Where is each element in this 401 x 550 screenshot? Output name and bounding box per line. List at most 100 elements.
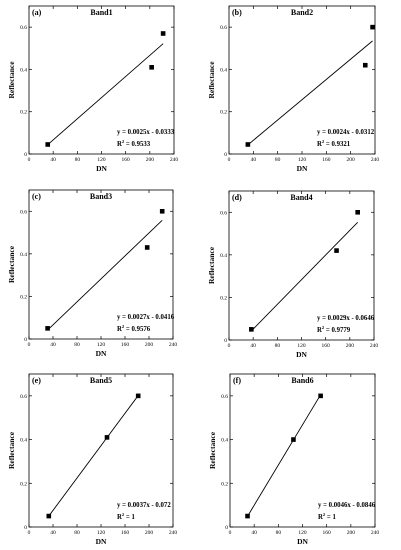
data-point [45, 326, 50, 331]
x-tick-label: 240 [370, 343, 379, 349]
y-tick-label: 0 [24, 337, 27, 343]
r-squared-superscript: 2 [122, 324, 125, 329]
y-tick-label: 0.4 [20, 67, 27, 73]
y-tick-label: 0 [224, 152, 227, 158]
data-point [46, 513, 52, 519]
x-tick-label: 0 [28, 530, 31, 536]
r-squared-value: = 0.9533 [124, 141, 151, 148]
x-tick-label: 80 [275, 157, 281, 163]
data-point [355, 209, 360, 215]
r-squared-value: = 1 [325, 514, 336, 521]
data-point [318, 393, 323, 399]
y-axis-title: Reflectance [207, 61, 216, 99]
x-tick-label: 240 [371, 530, 380, 536]
data-point [245, 513, 250, 519]
x-tick-label: 0 [229, 530, 232, 536]
x-tick-label: 240 [371, 157, 380, 163]
r-squared: R2 = 0.9533 [117, 139, 151, 148]
x-tick-label: 40 [250, 343, 256, 349]
panel-label: (e) [32, 376, 41, 385]
x-tick-label: 80 [75, 157, 81, 163]
panel-title: Band6 [291, 376, 313, 385]
y-tick-label: 0.6 [220, 25, 227, 31]
data-point [104, 435, 110, 440]
x-tick-label: 200 [347, 157, 356, 163]
x-tick-label: 240 [169, 342, 178, 348]
x-tick-label: 40 [251, 157, 257, 163]
regression-line [251, 221, 359, 332]
y-tick-label: 0 [225, 525, 228, 531]
data-point [135, 393, 141, 399]
x-axis-title: DN [96, 349, 107, 358]
y-tick-label: 0.4 [20, 252, 27, 258]
x-tick-label: 240 [170, 157, 179, 163]
r-squared-symbol: R [317, 141, 322, 148]
r-squared: R2 = 0.9576 [117, 324, 151, 333]
y-tick-label: 0.4 [221, 438, 228, 444]
chart-panel-4: 0 40 80 120 160 200 240 0 0.2 0.4 0.6 (d) Band4 DN Ref… [207, 190, 379, 359]
x-tick-label: 40 [50, 342, 56, 348]
y-tick-label: 0 [24, 525, 27, 531]
r-squared-superscript: 2 [322, 139, 325, 144]
x-tick-label: 160 [322, 343, 331, 349]
x-tick-label: 160 [121, 530, 130, 536]
chart-panel-1: 0 40 80 120 160 200 240 0 0.2 0.4 0.6 (a) Band1 DN Ref… [7, 5, 179, 173]
y-tick-label: 0.2 [220, 110, 227, 116]
regression-line [47, 219, 163, 331]
r-squared-value: = 1 [124, 514, 135, 521]
y-tick-label: 0 [224, 338, 227, 344]
panel-title: Band5 [90, 376, 112, 385]
panel-label: (d) [232, 193, 242, 202]
r-squared-symbol: R [117, 326, 122, 333]
y-axis-title: Reflectance [7, 431, 16, 469]
x-tick-label: 0 [28, 157, 31, 163]
x-tick-label: 0 [28, 342, 31, 348]
r-squared: R2 = 1 [117, 512, 135, 521]
y-axis-title: Reflectance [7, 61, 16, 99]
panel-label: (f) [233, 376, 241, 385]
data-point [249, 327, 254, 332]
x-tick-label: 120 [97, 157, 106, 163]
x-axis-title: DN [96, 537, 107, 546]
regression-equation: y = 0.0025x - 0.0333 [117, 129, 175, 136]
x-tick-label: 40 [251, 530, 257, 536]
x-tick-label: 80 [275, 343, 281, 349]
y-tick-label: 0.4 [220, 253, 227, 259]
regression-equation: y = 0.0029x - 0.0646 [317, 315, 375, 322]
x-tick-label: 0 [228, 157, 231, 163]
x-tick-label: 120 [298, 157, 307, 163]
panel-label: (a) [32, 8, 42, 17]
regression-line [47, 43, 164, 145]
y-tick-label: 0.2 [220, 295, 227, 301]
panel-title: Band3 [90, 192, 112, 201]
x-tick-label: 40 [50, 157, 56, 163]
x-tick-label: 200 [146, 157, 155, 163]
x-tick-label: 160 [323, 530, 332, 536]
x-tick-label: 200 [145, 530, 154, 536]
y-tick-label: 0.6 [20, 209, 27, 215]
x-tick-label: 120 [298, 530, 307, 536]
regression-equation: y = 0.0027x - 0.0416 [117, 314, 175, 321]
r-squared-symbol: R [317, 327, 322, 334]
y-tick-label: 0.6 [20, 25, 27, 31]
x-axis-title: DN [96, 164, 107, 173]
y-tick-label: 0.6 [20, 394, 27, 400]
x-axis-title: DN [297, 164, 308, 173]
y-axis-title: Reflectance [208, 431, 217, 469]
x-tick-label: 160 [122, 157, 131, 163]
r-squared: R2 = 0.9779 [317, 325, 351, 334]
regression-line [247, 394, 322, 517]
data-point [334, 248, 339, 253]
panel-label: (b) [232, 8, 242, 17]
y-tick-label: 0.2 [221, 481, 228, 487]
r-squared-value: = 0.9321 [324, 141, 351, 148]
data-point [370, 24, 375, 30]
y-tick-label: 0.6 [221, 394, 228, 400]
x-tick-label: 200 [346, 343, 355, 349]
data-point [291, 437, 296, 442]
r-squared-superscript: 2 [323, 512, 326, 517]
x-tick-label: 160 [322, 157, 331, 163]
data-point [159, 208, 165, 214]
regression-equation: y = 0.0024x - 0.0312 [317, 129, 375, 136]
x-tick-label: 0 [228, 343, 231, 349]
